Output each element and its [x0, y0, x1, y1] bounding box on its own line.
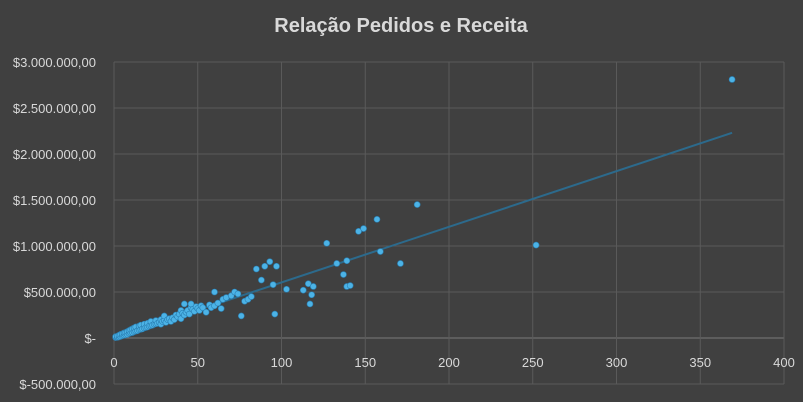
data-point [355, 227, 362, 235]
gridlines [113, 61, 785, 385]
y-tick-label: $1.000.000,00 [13, 239, 96, 254]
y-axis-ticks: $-500.000,00 $- $500.000,00 $1.000.000,00 $1… [13, 55, 96, 392]
data-point [323, 239, 331, 247]
x-tick-label: 150 [354, 355, 376, 370]
data-point [273, 262, 280, 270]
x-tick-label: 100 [271, 355, 293, 370]
data-point [306, 300, 314, 308]
data-point [343, 257, 351, 265]
x-tick-label: 200 [438, 355, 460, 370]
x-tick-label: 300 [606, 355, 628, 370]
data-point [283, 285, 290, 293]
data-point [413, 201, 421, 208]
data-point [728, 76, 736, 83]
data-point [181, 300, 188, 308]
data-point [214, 299, 222, 307]
data-point [373, 216, 381, 223]
y-tick-label: $500.000,00 [24, 285, 96, 300]
data-point [266, 258, 274, 265]
data-point [346, 282, 354, 289]
x-tick-label: 350 [689, 355, 711, 370]
data-point [360, 225, 367, 232]
data-point [238, 312, 245, 320]
data-point [211, 288, 218, 296]
x-tick-label: 0 [110, 355, 117, 370]
data-point [310, 283, 317, 290]
data-point [333, 260, 341, 267]
data-point [377, 248, 384, 255]
data-points [112, 76, 736, 341]
y-tick-label: $- [84, 331, 96, 346]
data-point [299, 286, 307, 294]
x-axis-ticks: 0 50 100 150 200 250 300 350 400 [110, 355, 794, 370]
data-point [248, 293, 255, 300]
data-point [199, 304, 207, 311]
data-point [271, 310, 279, 318]
x-tick-label: 250 [522, 355, 544, 370]
data-point [269, 281, 277, 288]
data-point [397, 260, 404, 267]
trendline [113, 131, 733, 339]
y-tick-label: $-500.000,00 [19, 377, 96, 392]
x-tick-label: 50 [191, 355, 205, 370]
data-point [186, 310, 193, 318]
data-point [261, 262, 269, 270]
data-point [253, 265, 260, 273]
data-point [202, 308, 210, 316]
chart-title: Relação Pedidos e Receita [274, 15, 528, 37]
data-point [304, 280, 312, 288]
data-point [258, 276, 265, 284]
y-tick-label: $1.500.000,00 [13, 193, 96, 208]
y-tick-label: $2.500.000,00 [13, 101, 96, 116]
data-point [532, 241, 540, 249]
x-tick-label: 400 [773, 355, 795, 370]
y-tick-label: $3.000.000,00 [13, 55, 96, 70]
data-point [217, 305, 225, 312]
data-point [308, 291, 315, 299]
y-tick-label: $2.000.000,00 [13, 147, 96, 162]
data-point [234, 290, 242, 298]
data-point [340, 271, 347, 278]
